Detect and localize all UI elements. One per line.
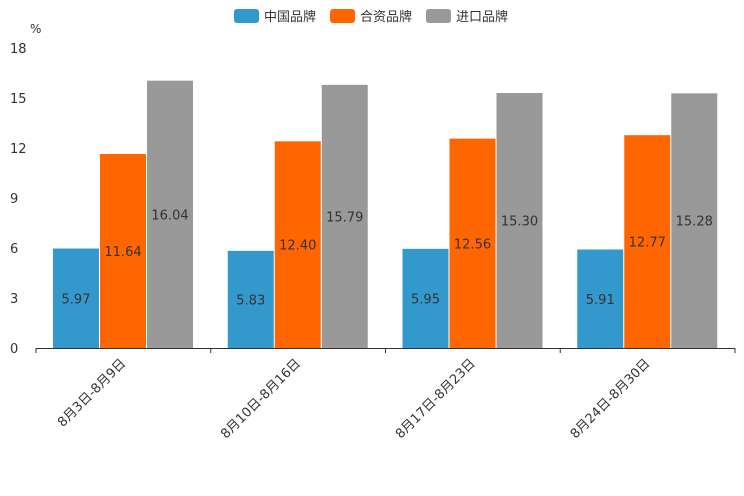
bar-1-4 [577, 249, 624, 348]
bar-2-4 [624, 135, 671, 348]
y-tick-label: 15 [10, 92, 27, 107]
legend-item-2[interactable]: 合资品牌 [330, 9, 412, 25]
legend-item-3[interactable]: 进口品牌 [426, 9, 508, 25]
legend-swatch-1 [234, 9, 259, 23]
y-tick-label: 0 [10, 342, 18, 357]
x-axis: 8月3日-8月9日 8月10日-8月16日 8月17日-8月23日 8月24日-8月3… [35, 348, 736, 442]
bar-2-1 [100, 154, 146, 348]
y-axis: 0 3 6 9 12 15 18 [10, 42, 27, 357]
bar-1-2 [227, 250, 274, 348]
bar-3-1 [147, 80, 193, 349]
data-label: 15.30 [501, 215, 538, 230]
bar-3-3 [496, 93, 543, 348]
data-label: 15.79 [326, 210, 363, 225]
bar-1-1 [53, 248, 99, 348]
bar-3-2 [321, 84, 368, 348]
legend-swatch-3 [426, 9, 451, 23]
y-tick-label: 3 [10, 292, 18, 307]
bar-2-2 [274, 141, 321, 348]
bar-2-3 [449, 138, 496, 348]
data-label: 12.40 [279, 239, 316, 254]
y-tick-label: 12 [10, 142, 27, 157]
data-label: 11.64 [104, 245, 141, 260]
data-label: 12.77 [629, 236, 666, 251]
y-tick-label: 18 [10, 42, 27, 57]
x-tick-label: 8月24日-8月30日 [568, 356, 654, 442]
data-label: 5.97 [62, 292, 91, 307]
y-unit-label: % [30, 22, 41, 36]
legend: 中国品牌 合资品牌 进口品牌 [234, 9, 508, 25]
legend-label-1: 中国品牌 [264, 9, 316, 25]
data-label: 16.04 [151, 208, 188, 223]
data-label: 15.28 [676, 215, 713, 230]
y-tick-label: 9 [10, 192, 18, 207]
legend-item-1[interactable]: 中国品牌 [234, 9, 316, 25]
bars: 5.97 11.64 16.04 5.83 12.40 15.79 5.95 12.56 15.… [53, 80, 718, 349]
legend-swatch-2 [330, 9, 355, 23]
data-label: 5.91 [586, 293, 615, 308]
legend-label-3: 进口品牌 [456, 9, 508, 25]
bar-1-3 [402, 248, 449, 348]
x-tick-label: 8月10日-8月16日 [218, 356, 304, 442]
data-label: 5.95 [411, 292, 440, 307]
y-tick-label: 6 [10, 242, 18, 257]
x-tick-label: 8月17日-8月23日 [393, 356, 479, 442]
legend-label-2: 合资品牌 [360, 9, 412, 25]
data-label: 5.83 [236, 293, 265, 308]
data-label: 12.56 [454, 237, 491, 252]
bar-3-4 [671, 93, 718, 348]
x-tick-label: 8月3日-8月9日 [55, 356, 129, 430]
